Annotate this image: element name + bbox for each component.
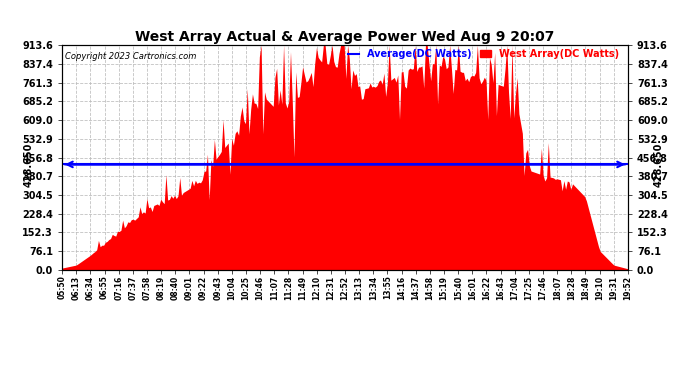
Text: 428.650: 428.650 [654, 142, 664, 187]
Text: Copyright 2023 Cartronics.com: Copyright 2023 Cartronics.com [65, 52, 196, 61]
Legend: Average(DC Watts), West Array(DC Watts): Average(DC Watts), West Array(DC Watts) [344, 45, 623, 63]
Text: 428.650: 428.650 [23, 142, 33, 187]
Title: West Array Actual & Average Power Wed Aug 9 20:07: West Array Actual & Average Power Wed Au… [135, 30, 555, 44]
